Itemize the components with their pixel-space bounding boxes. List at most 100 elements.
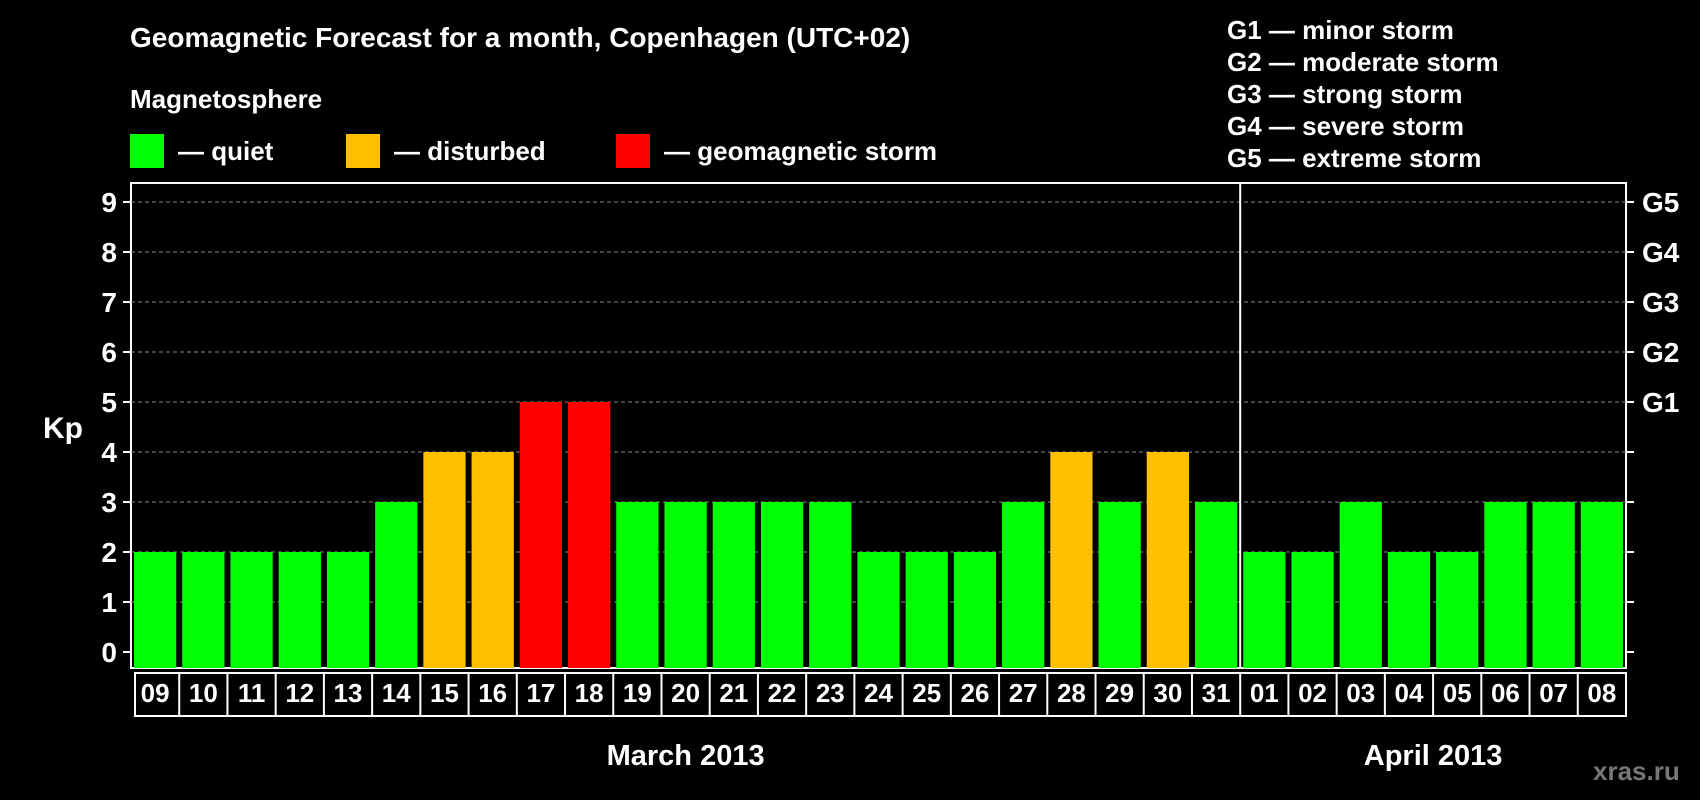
x-tick-label-16: 24	[864, 678, 893, 708]
x-tick-label-11: 19	[623, 678, 652, 708]
legend-item-quiet: — quiet	[130, 134, 273, 168]
day-label-row	[134, 672, 1627, 717]
storm-legend-g4: G4 — severe storm	[1227, 111, 1465, 141]
x-tick-label-14: 22	[768, 678, 797, 708]
right-label-g3: G3	[1642, 287, 1679, 318]
y-tick-label-3: 3	[101, 487, 117, 518]
x-tick-label-17: 25	[912, 678, 941, 708]
x-tick-label-21: 29	[1105, 678, 1134, 708]
bar-14	[760, 502, 804, 668]
bar-4	[278, 552, 321, 668]
bar-2	[182, 552, 225, 668]
bar-5	[326, 552, 370, 668]
bar-9	[519, 402, 563, 668]
y-tick-label-6: 6	[101, 337, 117, 368]
x-tick-label-19: 27	[1009, 678, 1038, 708]
bar-17	[905, 552, 948, 668]
right-label-g2: G2	[1642, 337, 1679, 368]
legend-swatch-storm	[616, 134, 650, 168]
x-tick-label-8: 16	[478, 678, 507, 708]
legend-swatch-disturbed	[346, 134, 380, 168]
x-tick-label-30: 07	[1539, 678, 1568, 708]
bar-28	[1436, 552, 1479, 668]
bar-23	[1194, 502, 1238, 668]
bar-7	[423, 452, 466, 668]
x-tick-label-7: 15	[430, 678, 459, 708]
y-axis-label: Kp	[43, 412, 83, 445]
bar-10	[568, 402, 611, 668]
bar-30	[1532, 502, 1575, 668]
y-tick-label-9: 9	[101, 187, 117, 218]
y-tick-label-5: 5	[101, 387, 117, 418]
x-tick-label-10: 18	[575, 678, 604, 708]
x-tick-label-3: 11	[238, 678, 266, 708]
x-tick-label-24: 01	[1250, 678, 1279, 708]
x-tick-label-22: 30	[1153, 678, 1182, 708]
bar-18	[953, 552, 997, 668]
y-tick-label-2: 2	[101, 537, 117, 568]
x-tick-label-23: 31	[1202, 678, 1231, 708]
x-tick-label-2: 10	[189, 678, 218, 708]
bar-20	[1050, 452, 1093, 668]
bar-6	[375, 502, 418, 668]
legend-item-storm: — geomagnetic storm	[616, 134, 937, 168]
x-tick-label-1: 09	[141, 678, 170, 708]
bar-12	[664, 502, 707, 668]
x-tick-label-20: 28	[1057, 678, 1086, 708]
bar-25	[1291, 552, 1334, 668]
x-tick-label-5: 13	[334, 678, 363, 708]
x-tick-label-12: 20	[671, 678, 700, 708]
x-tick-label-31: 08	[1587, 678, 1616, 708]
storm-legend-g2: G2 — moderate storm	[1227, 47, 1499, 77]
bar-3	[230, 552, 273, 668]
x-tick-label-6: 14	[382, 678, 411, 708]
bar-16	[857, 552, 900, 668]
x-tick-label-4: 12	[285, 678, 314, 708]
storm-legend-g5: G5 — extreme storm	[1227, 143, 1482, 173]
x-tick-label-28: 05	[1443, 678, 1472, 708]
storm-legend-g1: G1 — minor storm	[1227, 15, 1454, 45]
legend-label-disturbed: — disturbed	[394, 135, 546, 166]
bar-22	[1146, 452, 1189, 668]
right-label-g4: G4	[1642, 237, 1680, 268]
y-tick-label-7: 7	[101, 287, 117, 318]
legend-label-quiet: — quiet	[178, 135, 274, 166]
month-label-2: April 2013	[1364, 740, 1503, 772]
x-tick-label-29: 06	[1491, 678, 1520, 708]
chart-title: Geomagnetic Forecast for a month, Copenh…	[130, 22, 911, 53]
y-tick-label-8: 8	[101, 237, 117, 268]
bar-27	[1387, 552, 1431, 668]
legend-label-storm: — geomagnetic storm	[664, 135, 938, 166]
storm-legend-g3: G3 — strong storm	[1227, 79, 1463, 109]
bar-21	[1098, 502, 1141, 668]
month-label-1: March 2013	[607, 740, 765, 772]
x-tick-label-25: 02	[1298, 678, 1327, 708]
watermark: xras.ru	[1593, 756, 1680, 786]
bar-31	[1580, 502, 1623, 668]
legend-swatch-quiet	[130, 134, 164, 168]
x-tick-label-18: 26	[960, 678, 989, 708]
bar-11	[616, 502, 659, 668]
x-tick-label-15: 23	[816, 678, 845, 708]
bar-19	[1002, 502, 1045, 668]
x-tick-label-13: 21	[719, 678, 748, 708]
storm-level-legend: G1 — minor storm G2 — moderate storm G3 …	[1227, 14, 1499, 174]
right-label-g5: G5	[1642, 187, 1679, 218]
y-tick-label-4: 4	[101, 437, 117, 468]
x-tick-label-27: 04	[1395, 678, 1424, 708]
y-tick-label-0: 0	[101, 637, 117, 668]
y-tick-label-1: 1	[101, 587, 117, 618]
right-label-g1: G1	[1642, 387, 1679, 418]
x-tick-label-26: 03	[1346, 678, 1375, 708]
legend-subtitle: Magnetosphere	[130, 84, 323, 114]
bar-13	[712, 502, 755, 668]
x-tick-label-9: 17	[526, 678, 555, 708]
bar-8	[471, 452, 514, 668]
bar-1	[134, 552, 177, 668]
bar-15	[809, 502, 852, 668]
bar-29	[1484, 502, 1527, 668]
bar-26	[1339, 502, 1382, 668]
legend-item-disturbed: — disturbed	[346, 134, 546, 168]
bar-24	[1243, 552, 1286, 668]
